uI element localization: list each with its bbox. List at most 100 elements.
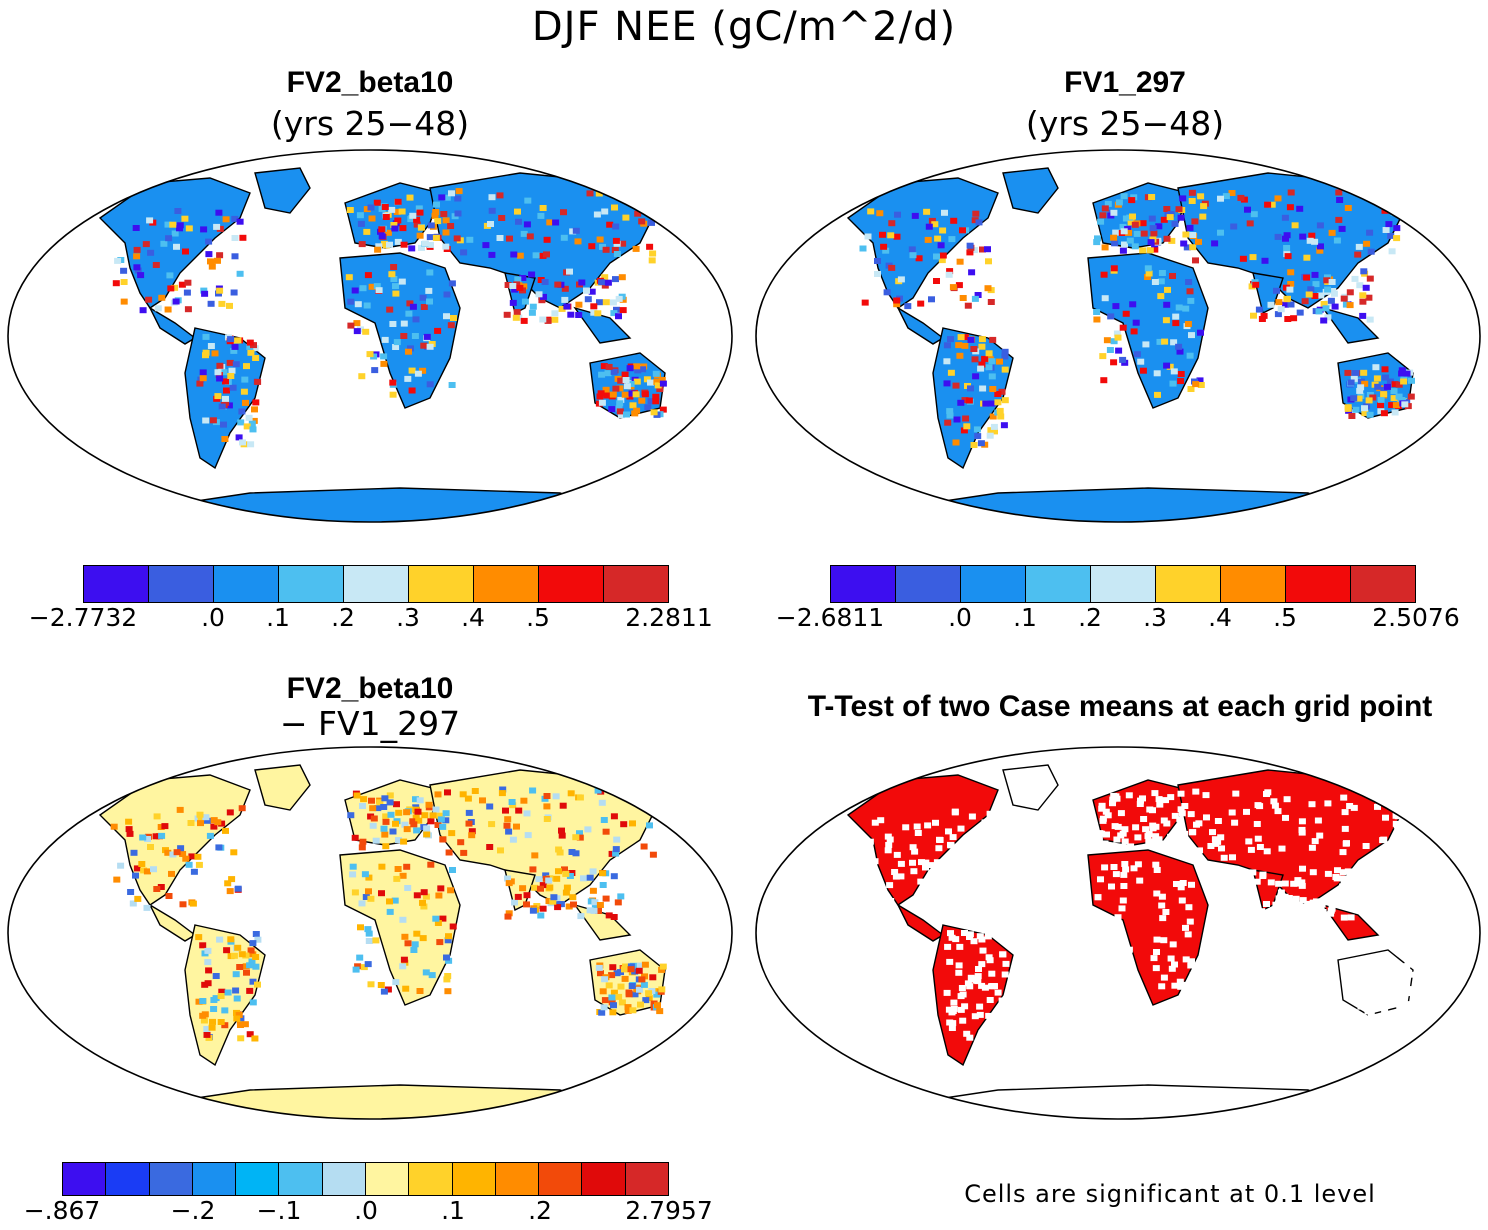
grid-cell — [631, 410, 639, 417]
grid-cell — [246, 962, 254, 969]
grid-cell — [374, 805, 382, 812]
grid-cell — [1151, 246, 1159, 253]
grid-cell — [520, 797, 528, 804]
grid-cell — [554, 281, 562, 288]
grid-cell — [610, 989, 618, 996]
grid-cell — [645, 990, 653, 997]
grid-cell — [386, 898, 393, 905]
grid-cell — [615, 993, 623, 1000]
continent-seAsia — [573, 903, 632, 941]
grid-cell — [608, 406, 616, 413]
grid-cell — [1267, 910, 1275, 917]
grid-cell — [1255, 306, 1263, 313]
grid-cell — [142, 241, 150, 248]
grid-cell — [1161, 338, 1169, 345]
grid-cell — [949, 1020, 957, 1027]
grid-cell — [1367, 1010, 1375, 1016]
grid-cell — [947, 336, 954, 343]
grid-cell — [555, 868, 562, 875]
grid-cell — [360, 964, 368, 971]
grid-cell — [134, 895, 142, 902]
grid-cell — [1403, 986, 1411, 993]
grid-cell — [1128, 197, 1136, 204]
panel-subtitle-top-left: (yrs 25−48) — [270, 104, 470, 143]
grid-cell — [1298, 826, 1306, 833]
grid-cell — [230, 952, 238, 959]
grid-cell — [1324, 286, 1332, 293]
grid-cell — [387, 811, 395, 818]
grid-cell — [147, 844, 154, 850]
grid-cell — [200, 226, 208, 233]
grid-cell — [1189, 244, 1197, 251]
grid-cell — [1340, 295, 1348, 302]
grid-cell — [1156, 801, 1164, 808]
grid-cell — [924, 822, 932, 829]
grid-cell — [1173, 881, 1180, 887]
grid-cell — [373, 283, 381, 290]
grid-cell — [1102, 808, 1110, 815]
grid-cell — [594, 310, 602, 317]
grid-cell — [959, 1017, 967, 1024]
grid-cell — [996, 407, 1004, 414]
grid-cell — [409, 212, 417, 219]
grid-cell — [1407, 393, 1415, 400]
grid-cell — [600, 363, 608, 370]
grid-cell — [361, 871, 369, 878]
grid-cell — [431, 212, 439, 219]
colorbar-swatch — [452, 1163, 496, 1195]
grid-cell — [1377, 402, 1384, 409]
grid-cell — [143, 868, 151, 875]
grid-cell — [638, 218, 646, 225]
grid-cell — [1356, 991, 1364, 998]
grid-cell — [429, 812, 437, 819]
grid-cell — [1305, 291, 1313, 298]
continent-antarctica — [149, 487, 601, 522]
grid-cell — [365, 874, 373, 881]
grid-cell — [893, 233, 901, 240]
grid-cell — [978, 361, 986, 368]
grid-cell — [185, 225, 193, 232]
grid-cell — [1104, 942, 1112, 949]
grid-cell — [401, 933, 409, 940]
grid-cell — [448, 382, 456, 388]
grid-cell — [1390, 395, 1398, 402]
grid-cell — [1347, 871, 1354, 878]
grid-cell — [572, 850, 580, 857]
grid-cell — [1367, 248, 1375, 255]
grid-cell — [1125, 946, 1133, 953]
grid-cell — [1106, 347, 1114, 353]
grid-cell — [512, 314, 520, 321]
grid-cell — [1339, 869, 1347, 876]
colorbar-swatch — [896, 566, 961, 602]
grid-cell — [952, 382, 960, 389]
grid-cell — [366, 351, 374, 358]
grid-cell — [448, 830, 456, 837]
grid-cell — [216, 375, 224, 382]
grid-cell — [632, 245, 640, 252]
grid-cell — [1211, 240, 1219, 247]
grid-cell — [187, 820, 195, 826]
grid-cell — [1103, 337, 1111, 344]
grid-cell — [202, 333, 210, 340]
grid-cell — [1379, 961, 1387, 968]
grid-cell — [1366, 229, 1374, 236]
grid-cell — [427, 861, 435, 868]
grid-cell — [654, 382, 662, 389]
grid-cell — [1140, 230, 1148, 237]
grid-cell — [392, 344, 400, 350]
grid-cell — [902, 824, 910, 831]
grid-cell — [598, 1009, 606, 1016]
grid-cell — [646, 243, 654, 250]
grid-cell — [612, 276, 619, 283]
grid-cell — [454, 210, 462, 217]
grid-cell — [968, 269, 976, 276]
grid-cell — [1095, 916, 1103, 923]
grid-cell — [1380, 391, 1388, 398]
grid-cell — [543, 236, 551, 243]
grid-cell — [947, 890, 955, 897]
grid-cell — [248, 420, 256, 427]
grid-cell — [604, 370, 612, 377]
grid-cell — [423, 831, 431, 838]
grid-cell — [602, 895, 610, 902]
continent-india — [1252, 272, 1284, 315]
